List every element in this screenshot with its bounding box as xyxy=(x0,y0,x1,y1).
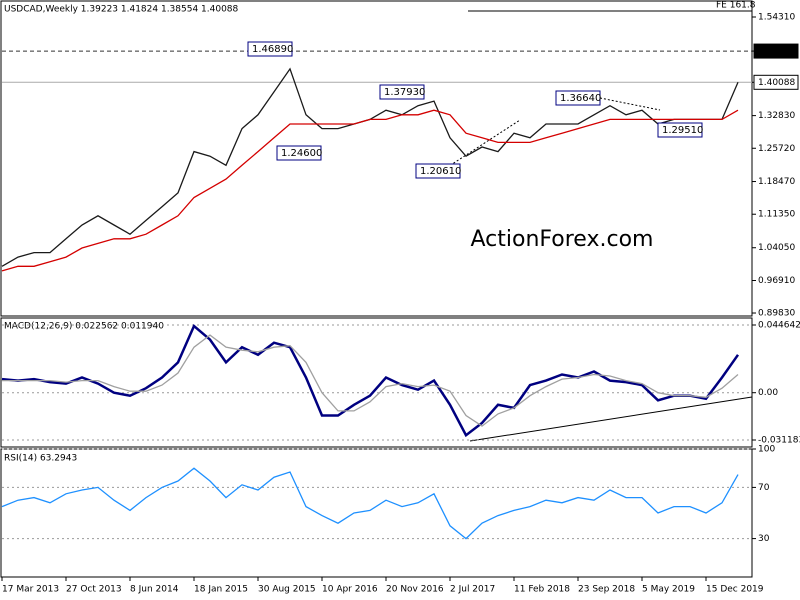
annotation-box xyxy=(657,122,703,138)
y-tick-label: 1.25720 xyxy=(758,144,795,154)
annotation: 1.24600 xyxy=(281,148,322,159)
x-tick-label: 2 Jul 2017 xyxy=(450,585,495,595)
rsi-frame xyxy=(0,448,753,578)
y-tick-label: 0.044642 xyxy=(758,321,800,331)
series-line xyxy=(1,323,740,438)
x-tick-label: 5 May 2019 xyxy=(642,585,695,595)
annotation-box xyxy=(555,90,601,106)
fe-label: FE 161.8 xyxy=(716,1,756,11)
y-tick-label: 70 xyxy=(758,483,770,493)
y-tick-label: 1.54310 xyxy=(758,13,795,23)
x-tick-label: 20 Nov 2016 xyxy=(386,585,444,595)
y-tick-label: 1.46890 xyxy=(758,47,795,57)
macd-trendline xyxy=(469,396,753,442)
y-tick-label: 1.11350 xyxy=(758,210,795,220)
x-tick-label: 15 Dec 2019 xyxy=(706,585,764,595)
annotation: 1.37930 xyxy=(384,87,425,98)
y-tick-label: 30 xyxy=(758,534,770,544)
series-line xyxy=(2,334,739,427)
price-label-box xyxy=(753,43,799,59)
annotation-box xyxy=(415,163,461,179)
y-tick-label: 0.96910 xyxy=(758,276,795,286)
macd-frame xyxy=(0,317,753,448)
annotation: 1.20610 xyxy=(420,166,461,177)
x-tick-label: 10 Apr 2016 xyxy=(322,585,378,595)
y-tick-label: 0.00 xyxy=(758,388,778,398)
y-tick-label: 1.18470 xyxy=(758,177,795,187)
annotation: 1.29510 xyxy=(662,125,703,136)
y-tick-label: 1.32830 xyxy=(758,111,795,121)
annotation: 1.36640 xyxy=(560,93,601,104)
price-frame xyxy=(0,0,753,317)
x-tick-label: 30 Aug 2015 xyxy=(258,585,316,595)
macd-title: MACD(12,26,9) 0.022562 0.011940 xyxy=(4,322,164,332)
price-label-box xyxy=(753,74,799,90)
x-tick-label: 8 Jun 2014 xyxy=(130,585,179,595)
y-tick-label: 1.04050 xyxy=(758,243,795,253)
rsi-title: RSI(14) 63.2943 xyxy=(4,454,77,464)
x-tick-label: 11 Feb 2018 xyxy=(514,585,570,595)
y-tick-label: 1.40088 xyxy=(758,78,795,88)
watermark: ActionForex.com xyxy=(471,227,654,252)
annotation-box xyxy=(247,41,293,57)
y-tick-label: -0.031183 xyxy=(758,435,800,445)
y-tick-label: 100 xyxy=(758,445,775,455)
x-tick-label: 17 Mar 2013 xyxy=(2,585,59,595)
series-line xyxy=(1,467,739,540)
series-line xyxy=(1,109,739,272)
x-tick-label: 18 Jan 2015 xyxy=(194,585,248,595)
x-tick-label: 27 Oct 2013 xyxy=(66,585,122,595)
chart-title: USDCAD,Weekly 1.39223 1.41824 1.38554 1.… xyxy=(4,5,239,15)
annotation-box xyxy=(276,145,322,161)
annotation-box xyxy=(379,84,425,100)
annotation: 1.46890 xyxy=(252,44,293,55)
y-tick-label: 0.89830 xyxy=(758,309,795,319)
x-tick-label: 23 Sep 2018 xyxy=(578,585,635,595)
